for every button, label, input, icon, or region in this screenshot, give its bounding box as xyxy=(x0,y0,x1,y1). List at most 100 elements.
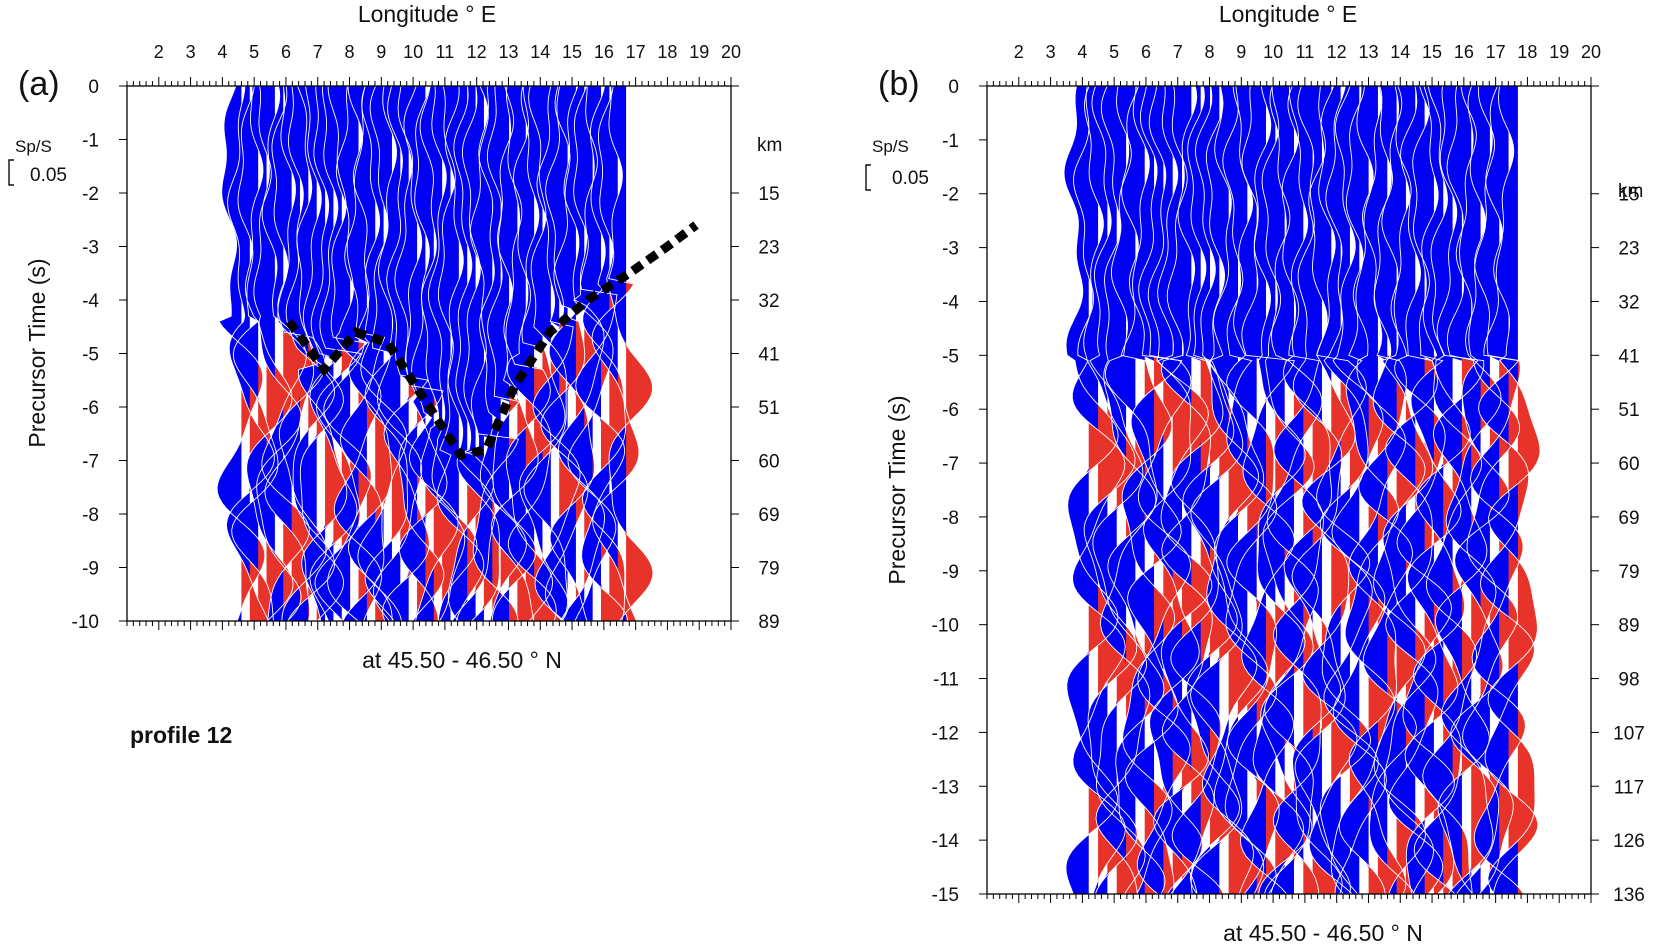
trace-negative-fill xyxy=(357,86,384,621)
depth-tick-label: 136 xyxy=(1613,885,1645,906)
y-tick-label: -13 xyxy=(932,777,959,798)
trace-line xyxy=(1470,86,1526,894)
panel-a-top-axis-label: Longitude ° E xyxy=(358,1,496,27)
depth-tick-label: 89 xyxy=(758,612,779,633)
trace-negative-fill xyxy=(298,86,326,621)
trace-positive-fill xyxy=(1424,86,1455,894)
depth-tick-label: 15 xyxy=(758,184,779,205)
trace-negative-fill xyxy=(1394,86,1425,894)
trace-positive-fill xyxy=(450,86,477,621)
trace-line xyxy=(1089,86,1147,894)
trace-negative-fill xyxy=(1253,86,1276,894)
trace-negative-fill xyxy=(1385,86,1416,894)
trace-line xyxy=(1385,86,1444,894)
trace-positive-fill xyxy=(509,86,536,621)
x-tick-label: 12 xyxy=(467,42,487,62)
x-tick-label: 5 xyxy=(249,42,259,62)
x-tick-label: 18 xyxy=(657,42,677,62)
trace-line xyxy=(1291,86,1351,894)
trace-line xyxy=(1319,86,1379,894)
x-tick-label: 20 xyxy=(721,42,741,62)
trace-line xyxy=(567,86,617,621)
trace-positive-fill xyxy=(274,86,302,621)
trace-line xyxy=(456,86,500,621)
x-tick-label: 3 xyxy=(186,42,196,62)
x-tick-label: 9 xyxy=(376,42,386,62)
trace-line xyxy=(419,86,466,621)
y-tick-label: -6 xyxy=(942,400,959,421)
trace-line xyxy=(1208,86,1269,894)
trace-line xyxy=(1120,86,1176,894)
trace-positive-fill xyxy=(1088,86,1119,894)
trace-positive-fill xyxy=(333,86,357,621)
trace-line xyxy=(216,86,266,621)
trace-negative-fill xyxy=(491,86,518,621)
y-tick-label: -7 xyxy=(942,454,959,475)
trace-line xyxy=(503,86,554,621)
trace-line xyxy=(1358,86,1417,894)
depth-tick-label: 15 xyxy=(1618,185,1639,206)
x-tick-label: 7 xyxy=(313,42,323,62)
trace-line xyxy=(244,86,294,621)
trace-negative-fill xyxy=(540,86,568,621)
trace-line xyxy=(261,86,310,621)
trace-line xyxy=(1153,86,1213,894)
trace-positive-fill xyxy=(1471,86,1502,894)
trace-negative-fill xyxy=(1301,86,1332,894)
trace-negative-fill xyxy=(1450,86,1481,894)
trace-negative-fill xyxy=(549,86,576,621)
x-tick-label: 4 xyxy=(217,42,227,62)
trace-line xyxy=(1433,86,1490,894)
y-tick-label: -15 xyxy=(932,885,959,906)
trace-line xyxy=(394,86,445,621)
trace-line xyxy=(1161,86,1215,894)
x-tick-label: 14 xyxy=(1390,42,1410,62)
panel-b-scale-value: 0.05 xyxy=(892,168,929,189)
trace-line xyxy=(357,86,408,621)
trace-negative-fill xyxy=(1064,86,1089,894)
x-tick-label: 19 xyxy=(689,42,709,62)
y-tick-label: 0 xyxy=(948,77,959,98)
trace-line xyxy=(1348,86,1407,894)
trace-line xyxy=(540,86,589,621)
y-tick-label: -12 xyxy=(932,723,959,744)
depth-tick-label: 89 xyxy=(1618,616,1639,637)
y-tick-label: -10 xyxy=(72,612,99,633)
trace-line xyxy=(548,86,596,621)
y-tick-label: -4 xyxy=(942,292,959,313)
x-tick-label: 17 xyxy=(626,42,646,62)
panel-a: (a) Longitude ° E 2 3 4 5 6 7 8 9 10 11 12 13 14 15 16… xyxy=(8,1,782,748)
depth-tick-label: 32 xyxy=(1618,292,1639,313)
panel-a-y-axis-label: Precursor Time (s) xyxy=(24,258,50,447)
y-tick-label: -5 xyxy=(82,345,99,366)
y-tick-label: -3 xyxy=(82,238,99,259)
trace-line xyxy=(277,86,327,621)
x-tick-label: 19 xyxy=(1549,42,1569,62)
trace-line xyxy=(1263,86,1323,894)
x-tick-label: 17 xyxy=(1486,42,1506,62)
panel-b-y-axis-label: Precursor Time (s) xyxy=(884,395,910,584)
y-tick-label: -8 xyxy=(942,508,959,529)
x-tick-label: 16 xyxy=(1454,42,1474,62)
trace-line xyxy=(1182,86,1241,894)
trace-line xyxy=(575,86,629,621)
y-tick-label: -1 xyxy=(82,131,99,152)
trace-line xyxy=(478,86,527,621)
x-tick-label: 18 xyxy=(1517,42,1537,62)
trace-line xyxy=(1422,86,1483,894)
profile-note: profile 12 xyxy=(130,722,232,748)
trace-line xyxy=(231,86,279,621)
trace-negative-fill xyxy=(334,86,359,621)
trace-line xyxy=(1440,86,1502,894)
y-tick-label: -4 xyxy=(82,291,99,312)
trace-line xyxy=(1404,86,1462,894)
trace-line xyxy=(1124,86,1183,894)
panel-a-depth-unit: km xyxy=(757,135,782,156)
trace-line xyxy=(1450,86,1510,894)
trace-line xyxy=(347,86,393,621)
panel-a-scale-label: Sp/S xyxy=(15,137,52,156)
panel-b-axis-ticks: 2 3 4 5 6 7 8 9 10 11 12 13 14 15 16 17 18 19 200-1-2-3-4-… xyxy=(932,42,1645,906)
trace-line xyxy=(1478,86,1539,894)
panel-b-bottom-label: at 45.50 - 46.50 ° N xyxy=(1223,920,1423,946)
